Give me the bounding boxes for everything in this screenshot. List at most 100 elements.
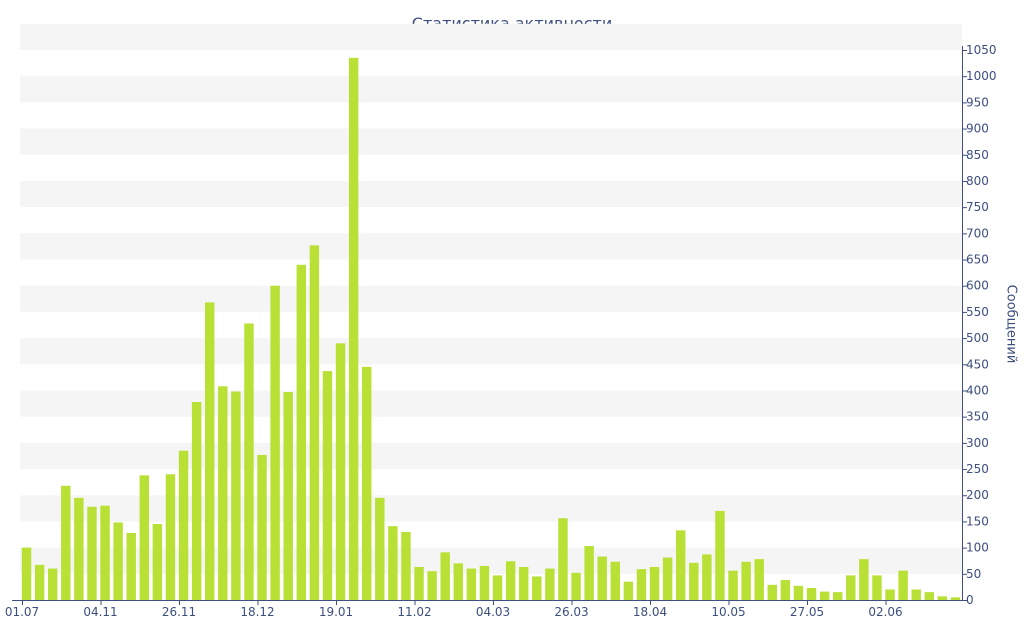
bar [662,557,673,600]
bar [257,454,267,600]
bar [806,587,817,600]
y-tick-label: 550 [966,305,989,319]
bar [401,531,411,600]
bar [728,570,738,600]
bar [754,559,764,600]
grid-band [20,390,962,417]
x-tick-label: 27.05 [790,605,824,619]
bar [937,596,948,600]
y-tick-label: 250 [966,462,989,476]
bar [545,568,555,600]
bar [335,343,346,600]
grid-band [20,23,962,50]
x-tick-label: 10.05 [711,605,745,619]
y-axis-label: Сообщений [1003,284,1019,364]
bar [283,392,293,600]
bar [348,57,359,601]
bar [47,568,58,600]
bar [584,546,594,600]
bar [113,522,123,600]
bar [885,589,895,600]
bar [204,302,215,600]
grid-band [20,128,962,155]
y-tick-label: 1000 [966,69,997,83]
bar [597,556,607,600]
bar [74,497,84,600]
y-tick-label: 1050 [966,43,997,57]
bars [21,57,961,601]
bar [793,585,804,600]
bar [532,576,542,600]
bar [924,592,935,600]
y-tick-label: 200 [966,488,989,502]
bar [231,391,241,600]
grid-band [20,547,962,574]
y-tick-label: 800 [966,174,989,188]
x-tick-label: 18.04 [633,605,667,619]
grid-band [20,442,962,470]
bar [61,485,71,600]
bar [950,597,961,600]
grid-band [20,285,962,312]
y-tick-label: 150 [966,514,989,528]
y-tick-label: 850 [966,148,989,162]
bar [440,552,450,600]
grid-band [20,495,962,522]
axes: 0 50 100 150 200 250 300 350 400 450 500 550 600 650 7… [5,43,997,619]
bar [466,568,477,600]
bar [87,506,97,600]
bar [767,584,778,600]
y-tick-label: 700 [966,226,989,240]
bar [846,575,856,600]
bar [715,510,725,600]
bar [296,264,307,600]
bar [819,591,830,600]
x-tick-label: 04.11 [83,605,117,619]
bar [872,575,882,600]
bar [165,474,176,600]
bar [859,559,869,600]
y-tick-label: 600 [966,279,989,293]
bar [375,497,385,600]
bar [453,563,464,600]
bar [309,245,320,600]
bar [832,592,843,600]
bar [361,366,372,600]
bar [636,569,647,600]
bar [911,589,921,600]
y-tick-label: 50 [966,567,981,581]
x-tick-label: 18.12 [240,605,274,619]
bar [479,565,490,600]
y-tick-label: 450 [966,357,989,371]
bar [191,402,202,600]
bar [21,547,32,600]
bar [649,567,660,600]
bar [427,571,437,600]
y-tick-label: 950 [966,95,989,109]
bar [34,564,45,600]
bar [780,580,791,600]
bar [558,518,568,600]
bar [388,526,398,600]
bar [322,371,333,600]
x-tick-label: 04.03 [476,605,510,619]
bar [518,567,529,600]
bar [610,561,621,600]
y-tick-label: 400 [966,383,989,397]
bar [139,475,150,600]
bar [689,562,699,600]
x-tick-label: 26.03 [554,605,588,619]
y-tick-label: 650 [966,253,989,267]
grid-band [20,76,962,103]
y-tick-label: 100 [966,541,989,555]
y-tick-label: 500 [966,331,989,345]
bar [623,581,634,600]
grid-bands [20,23,962,574]
grid-band [20,180,962,208]
y-tick-label: 350 [966,410,989,424]
bar [178,450,189,600]
bar [218,386,228,600]
bar [492,575,503,600]
x-tick-label: 01.07 [5,605,39,619]
